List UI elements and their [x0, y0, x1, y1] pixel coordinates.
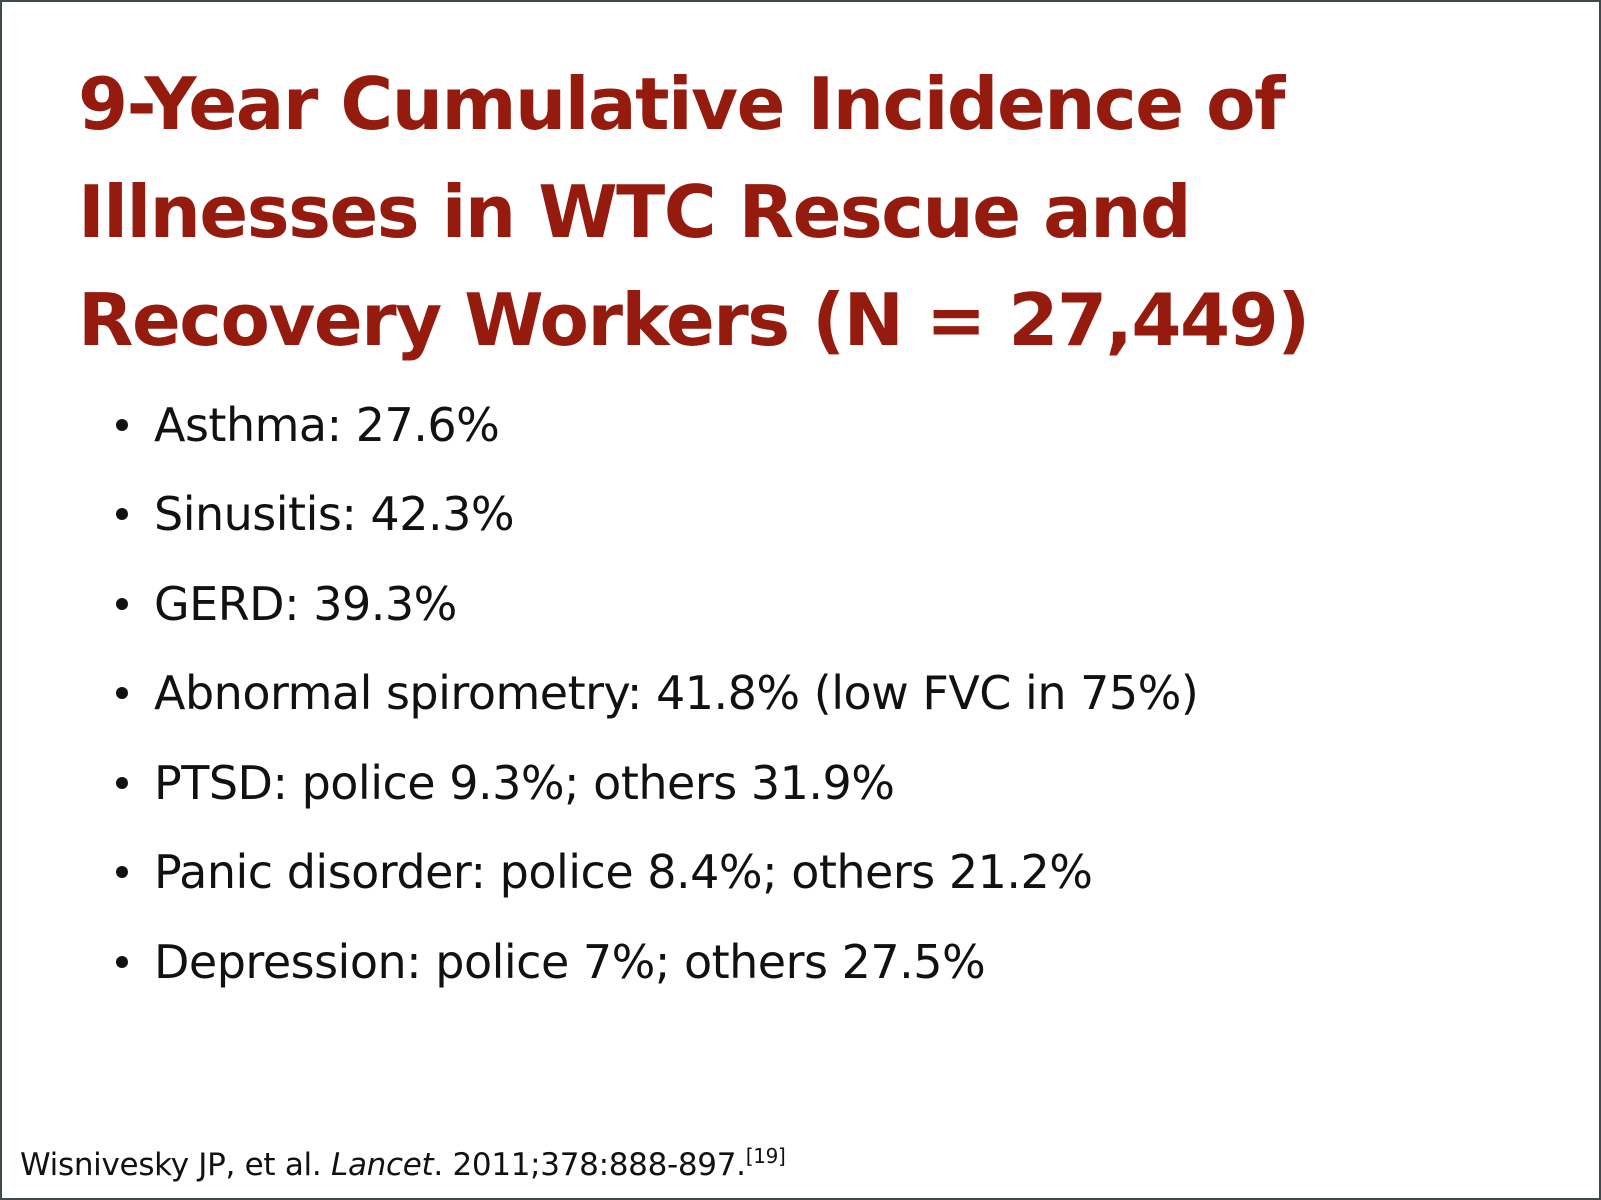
- bullet-item-gerd: GERD: 39.3%: [114, 559, 1198, 649]
- bullet-marker: [116, 955, 128, 968]
- bullet-item-sinusitis: Sinusitis: 42.3%: [114, 470, 1198, 560]
- bullet-text: Abnormal spirometry: 41.8% (low FVC in 7…: [154, 666, 1199, 721]
- citation-details: . 2011;378:888-897.: [433, 1147, 746, 1183]
- bullet-text: GERD: 39.3%: [154, 576, 457, 631]
- slide-title: 9-Year Cumulative Incidence of Illnesses…: [78, 50, 1478, 374]
- bullet-text: Panic disorder: police 8.4%; others 21.2…: [154, 845, 1093, 900]
- bullet-item-asthma: Asthma: 27.6%: [114, 380, 1198, 470]
- bullet-marker: [116, 508, 128, 521]
- bullet-list: Asthma: 27.6% Sinusitis: 42.3% GERD: 39.…: [114, 380, 1199, 1007]
- bullet-item-panic-disorder: Panic disorder: police 8.4%; others 21.2…: [114, 828, 1198, 918]
- bullet-text: Depression: police 7%; others 27.5%: [154, 934, 986, 989]
- bullet-item-ptsd: PTSD: police 9.3%; others 31.9%: [114, 738, 1198, 828]
- bullet-text: Asthma: 27.6%: [154, 397, 500, 452]
- bullet-item-depression: Depression: police 7%; others 27.5%: [114, 917, 1198, 1007]
- title-line-1: 9-Year Cumulative Incidence of: [78, 62, 1285, 146]
- citation-journal: Lancet: [330, 1147, 434, 1183]
- citation-authors: Wisnivesky JP, et al.: [20, 1147, 331, 1183]
- title-line-3: Recovery Workers (N = 27,449): [78, 278, 1310, 362]
- bullet-marker: [116, 597, 128, 610]
- citation: Wisnivesky JP, et al. Lancet. 2011;378:8…: [20, 1144, 786, 1183]
- bullet-marker: [116, 776, 128, 789]
- title-line-2: Illnesses in WTC Rescue and: [78, 170, 1192, 254]
- bullet-marker: [116, 418, 128, 431]
- bullet-marker: [116, 687, 128, 700]
- bullet-text: PTSD: police 9.3%; others 31.9%: [154, 755, 895, 810]
- bullet-marker: [116, 866, 128, 879]
- citation-reference-number: [19]: [745, 1144, 786, 1168]
- bullet-item-abnormal-spirometry: Abnormal spirometry: 41.8% (low FVC in 7…: [114, 649, 1199, 739]
- bullet-text: Sinusitis: 42.3%: [154, 487, 515, 542]
